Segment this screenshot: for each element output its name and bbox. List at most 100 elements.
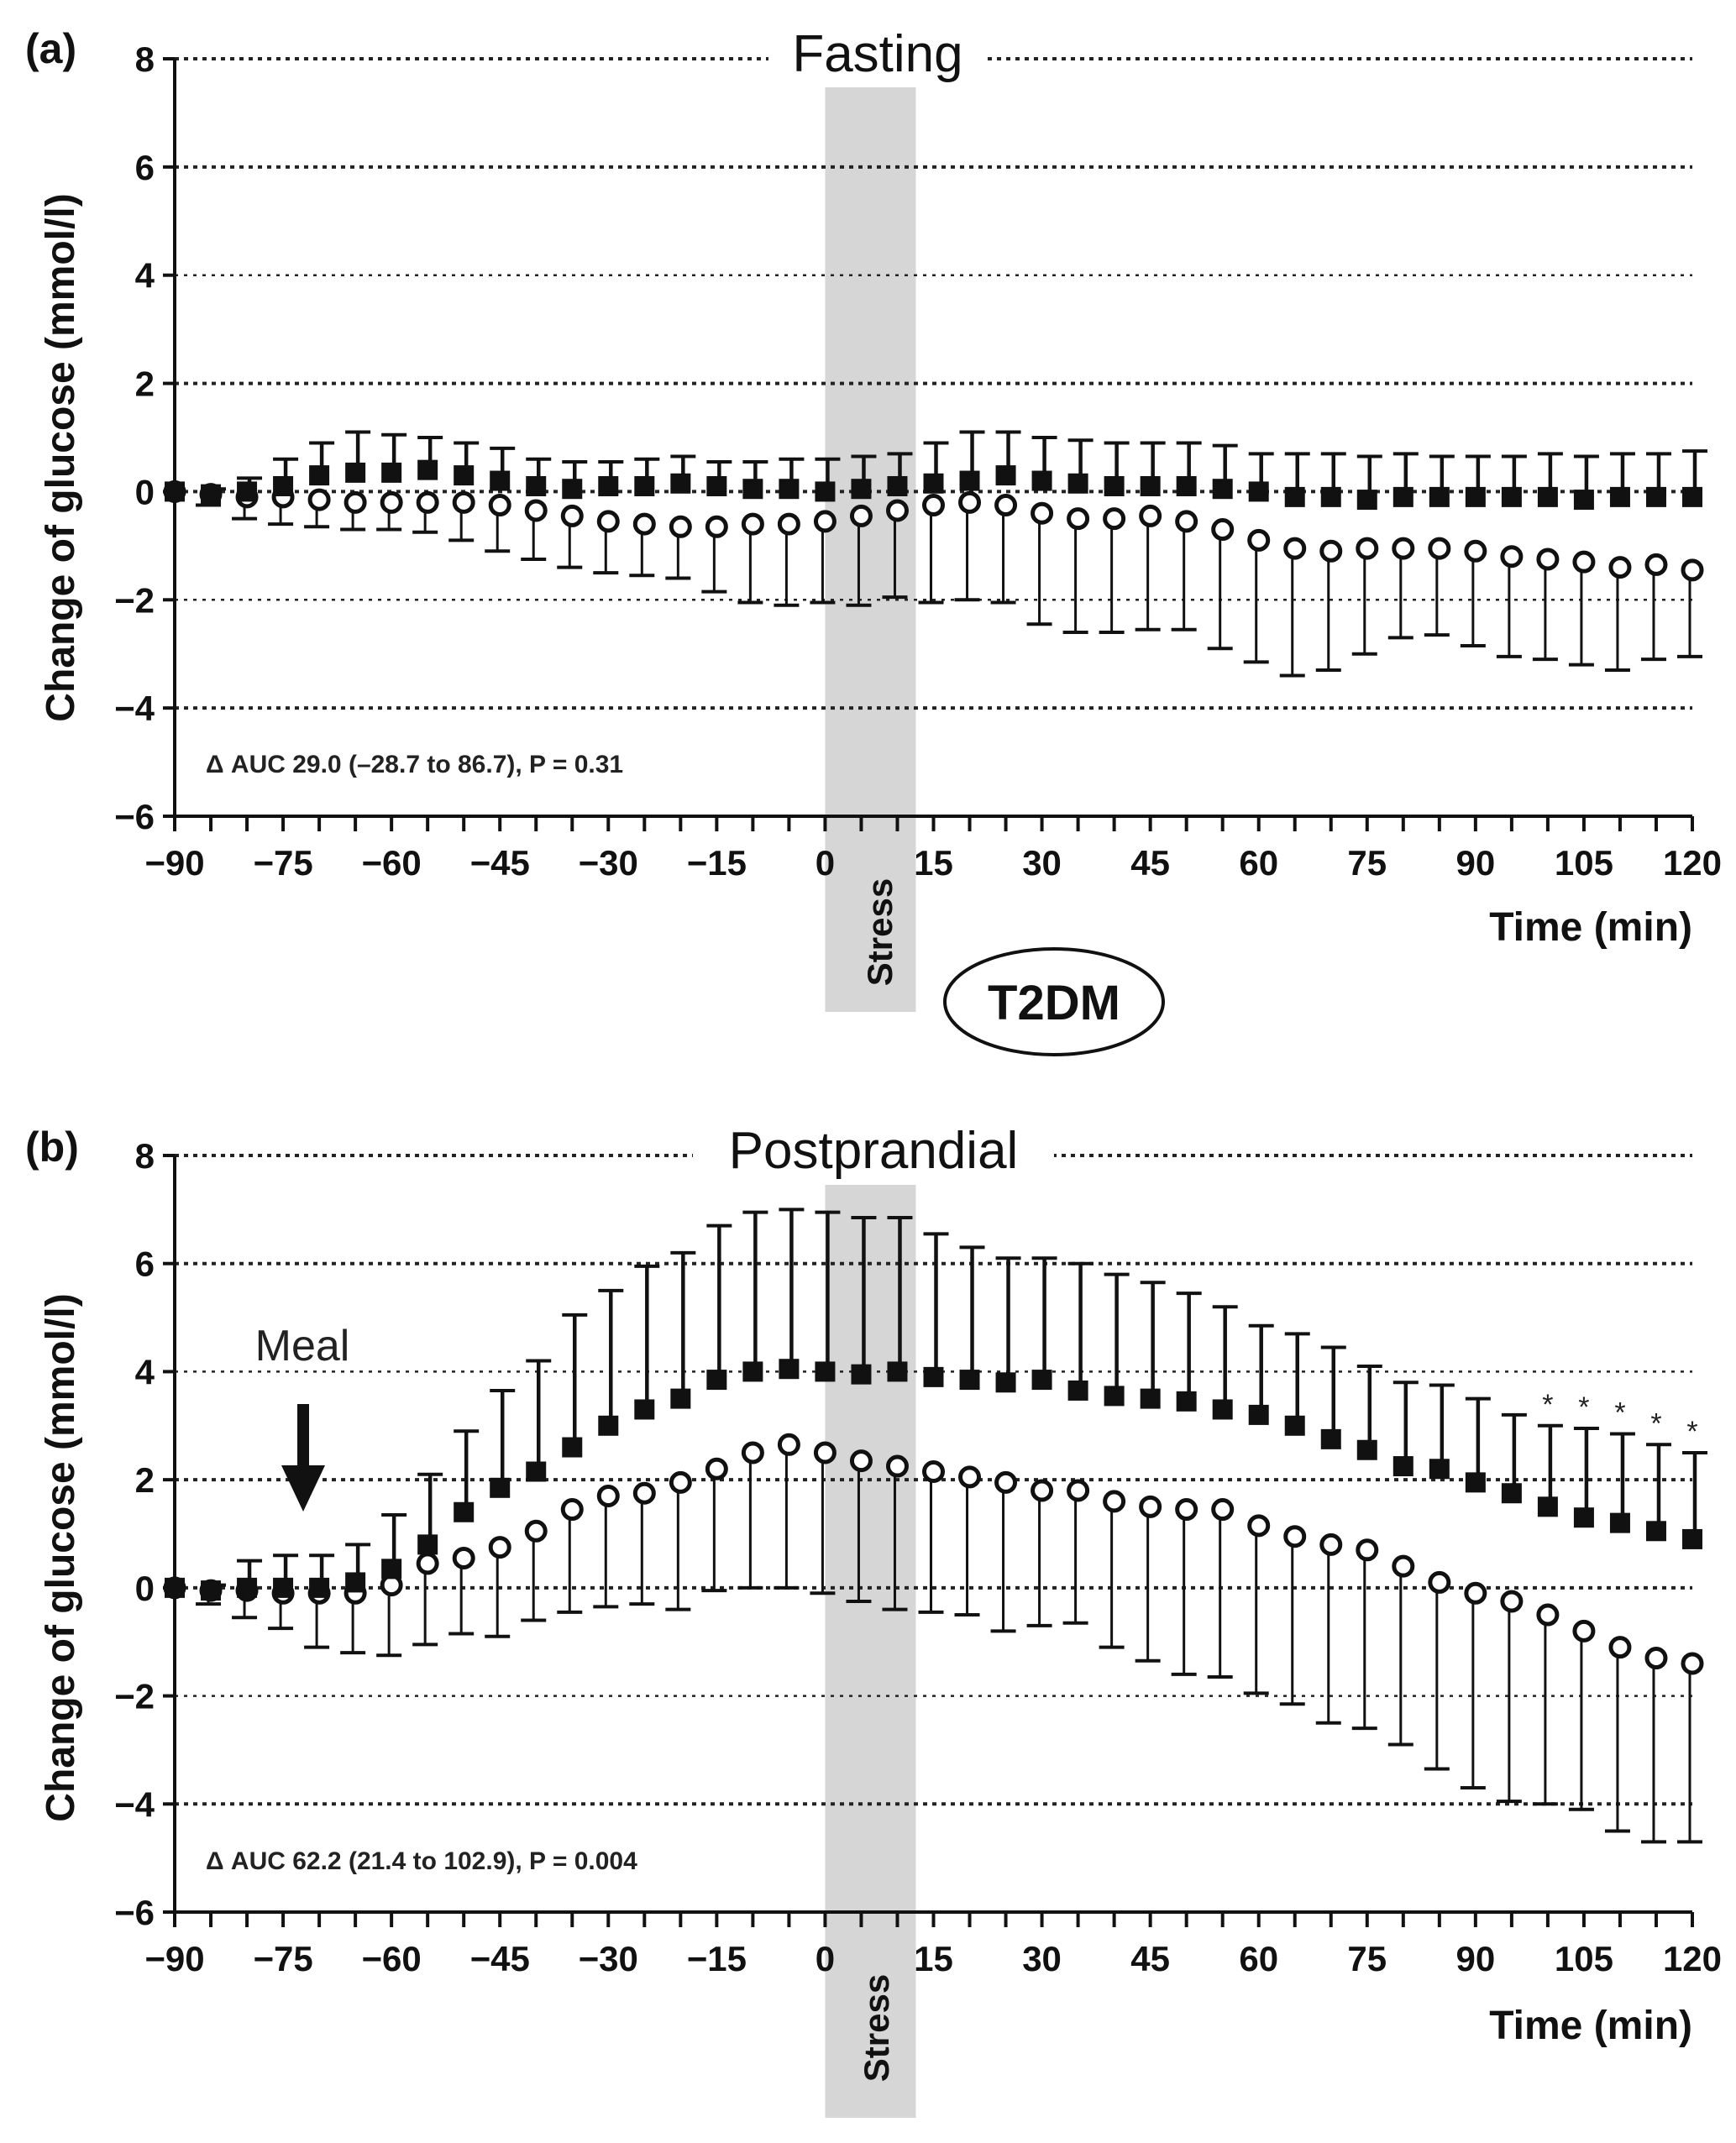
y-tick-label--6: −6: [114, 1893, 155, 1932]
error-bar-b-s1-95: [1496, 1601, 1522, 1804]
panel-b-label: (b): [25, 1124, 79, 1171]
panel-b-y-ticks: −6 −4 −2 0 2 4 6 8: [114, 1136, 175, 1932]
open-circle-point-a--35: [560, 504, 584, 527]
filled-square-point-b-80: [1392, 1456, 1413, 1477]
open-circle-point-b-20: [958, 1465, 982, 1489]
x-tick-label-120: 120: [1663, 1939, 1722, 1978]
error-bar-a-s1-95: [1496, 556, 1522, 658]
y-tick-label-4: 4: [135, 1352, 155, 1391]
x-tick-label-30: 30: [1022, 1939, 1062, 1978]
error-bar-a-s1-25: [990, 505, 1016, 605]
panel-a-markers: [163, 459, 1704, 582]
error-bar-b-s1-45: [1135, 1506, 1161, 1663]
panel-a-stress-label: Stress: [860, 878, 899, 986]
filled-square-point-b-105: [1573, 1507, 1594, 1528]
filled-square-point-b-95: [1501, 1483, 1522, 1504]
filled-square-point-a-50: [1176, 475, 1197, 496]
open-circle-point-a-105: [1572, 550, 1596, 574]
open-circle-point-a--30: [596, 510, 620, 533]
open-circle-point-a-15: [922, 494, 945, 517]
error-bar-a-s1-120: [1677, 569, 1702, 658]
significance-star-115: *: [1650, 1407, 1661, 1439]
panel-b-meal-arrow: [281, 1404, 325, 1512]
filled-square-point-b--35: [562, 1437, 583, 1458]
error-bar-b-s1-10: [882, 1466, 908, 1611]
open-circle-point-a--25: [632, 512, 656, 536]
filled-square-point-a-5: [851, 479, 872, 500]
open-circle-point-b-5: [849, 1449, 873, 1473]
error-bar-b-s0-85: [1429, 1383, 1455, 1470]
error-bar-b-s0-90: [1465, 1396, 1491, 1483]
error-bar-a-s1-115: [1640, 564, 1666, 662]
panel-a-x-ticks: −90 −75 −60 −45 −30 −15 0 15 30 45 60 75 90 105 120: [144, 816, 1722, 883]
panel-b-meal-label: Meal: [255, 1322, 350, 1370]
error-bar-a-s1-35: [1062, 518, 1088, 634]
open-circle-point-a-100: [1536, 548, 1560, 571]
error-bar-b-s0--15: [706, 1223, 732, 1381]
error-bar-a-s1-20: [954, 502, 980, 602]
filled-square-point-a--80: [237, 481, 258, 502]
error-bar-b-s0-60: [1248, 1323, 1274, 1415]
error-bar-b-s1-105: [1568, 1631, 1594, 1811]
error-bar-b-s1--20: [665, 1482, 691, 1611]
panel-b-markers: [163, 1359, 1704, 1675]
open-circle-point-b--45: [488, 1536, 511, 1559]
filled-square-point-a-65: [1284, 486, 1305, 507]
filled-square-point-b--55: [417, 1534, 438, 1555]
error-bar-b-s1-70: [1315, 1544, 1341, 1725]
open-circle-point-b--5: [777, 1433, 800, 1456]
error-bar-a-s1--5: [774, 524, 800, 607]
error-bar-b-s0--30: [598, 1288, 624, 1426]
filled-square-point-b--85: [201, 1580, 222, 1601]
panel-b-y-axis-label: Change of glucose (mmol/l): [39, 1293, 83, 1821]
error-bar-a-s1-40: [1099, 518, 1125, 634]
error-bar-b-s0-120: [1682, 1450, 1707, 1539]
filled-square-point-b--45: [490, 1477, 511, 1498]
y-tick-label-4: 4: [135, 256, 155, 296]
x-tick-label--15: −15: [687, 843, 747, 883]
y-tick-label--2: −2: [114, 580, 155, 620]
open-circle-point-a-80: [1392, 537, 1415, 560]
open-circle-point-a--60: [380, 490, 403, 514]
panel-b-significance-stars: * * * * *: [1542, 1389, 1697, 1448]
x-tick-label-30: 30: [1022, 843, 1062, 883]
error-bar-b-s0-50: [1176, 1292, 1202, 1402]
open-circle-point-a-110: [1608, 556, 1632, 579]
error-bar-b-s0-115: [1645, 1443, 1671, 1532]
filled-square-point-a-120: [1682, 486, 1702, 507]
error-bar-b-s0-15: [923, 1232, 949, 1377]
filled-square-point-a-30: [1031, 470, 1052, 491]
filled-square-point-a--60: [381, 462, 402, 483]
x-tick-label--45: −45: [470, 1939, 530, 1978]
open-circle-point-b--10: [741, 1441, 764, 1464]
filled-square-point-a--55: [417, 459, 438, 480]
open-circle-point-b-65: [1283, 1525, 1307, 1548]
error-bar-b-s1-75: [1351, 1549, 1377, 1731]
open-circle-point-b-110: [1608, 1636, 1632, 1659]
error-bar-b-s1-110: [1604, 1647, 1630, 1833]
y-tick-label--6: −6: [114, 797, 155, 836]
open-circle-point-a-75: [1356, 537, 1379, 560]
panel-b-stress-label: Stress: [857, 1974, 896, 2082]
filled-square-point-a-85: [1429, 486, 1450, 507]
open-circle-point-a-60: [1247, 528, 1271, 552]
open-circle-point-b-40: [1103, 1490, 1126, 1513]
panel-b-auc-annotation: Δ AUC 62.2 (21.4 to 102.9), P = 0.004: [206, 1847, 637, 1875]
filled-square-point-a--75: [273, 475, 294, 496]
open-circle-point-b-120: [1681, 1652, 1704, 1675]
filled-square-point-a--30: [598, 475, 619, 496]
open-circle-point-a--70: [307, 488, 331, 511]
open-circle-point-a-95: [1500, 545, 1524, 568]
error-bar-b-s0--45: [490, 1388, 516, 1488]
filled-square-point-a-110: [1609, 486, 1630, 507]
y-tick-label--2: −2: [114, 1677, 155, 1716]
open-circle-point-a-45: [1139, 504, 1162, 527]
error-bar-b-s0-105: [1573, 1427, 1599, 1518]
filled-square-point-a-0: [815, 481, 836, 502]
filled-square-point-b--80: [237, 1577, 258, 1598]
y-tick-label--4: −4: [114, 689, 155, 728]
panel-b-title-bg: [693, 1121, 1054, 1185]
error-bar-b-s1--30: [593, 1496, 619, 1609]
error-bar-b-s0-40: [1104, 1272, 1130, 1396]
